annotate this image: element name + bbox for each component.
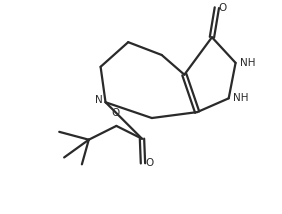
Text: O: O	[145, 158, 153, 168]
Text: NH: NH	[239, 58, 255, 68]
Text: N: N	[95, 95, 103, 105]
Text: O: O	[111, 108, 120, 118]
Text: O: O	[219, 3, 227, 13]
Text: NH: NH	[233, 93, 248, 103]
